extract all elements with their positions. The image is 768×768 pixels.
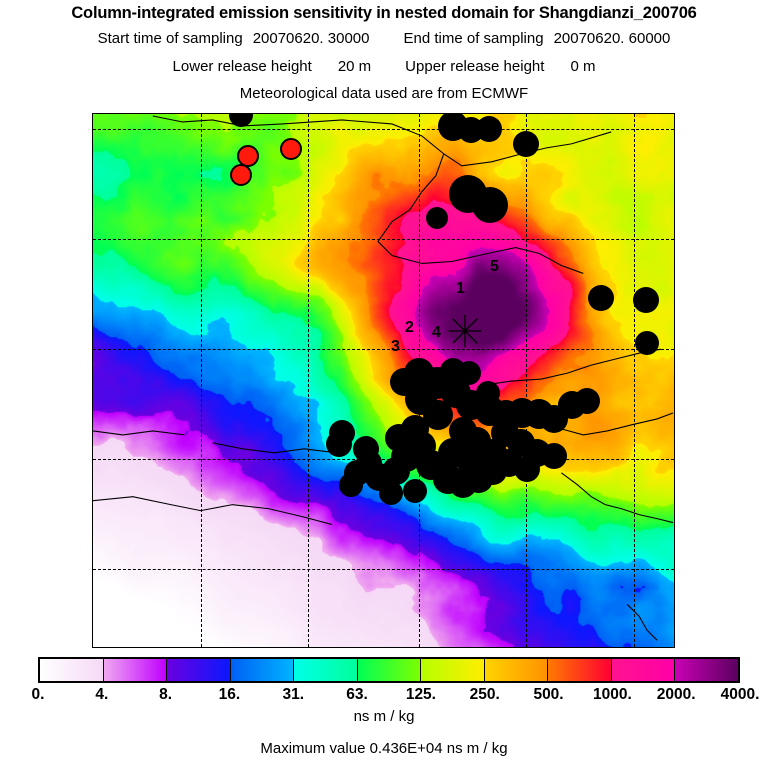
upper-release-label: Upper release height bbox=[405, 58, 545, 75]
maximum-value-label: Maximum value 0.436E+04 ns m / kg bbox=[260, 740, 508, 757]
colorbar-tick-2: 8. bbox=[159, 686, 173, 703]
end-time-label: End time of sampling bbox=[403, 30, 544, 47]
colorbar-tick-7: 250. bbox=[469, 686, 500, 703]
sampling-time-line: Start time of sampling 20070620. 30000 End… bbox=[0, 30, 768, 47]
lower-release-label: Lower release height bbox=[172, 58, 312, 75]
colorbar-segment-0 bbox=[40, 659, 103, 681]
colorbar-tick-10: 2000. bbox=[656, 686, 696, 703]
colorbar-segment-3 bbox=[229, 659, 294, 681]
colorbar-segment-9 bbox=[610, 659, 675, 681]
colorbar-tick-labels: 0. 4. 8. 16. 31. 63. 125. 250. 500. 1000. 2000. 400… bbox=[0, 686, 768, 706]
colorbar-segment-2 bbox=[166, 659, 230, 681]
start-time-value: 20070620. 30000 bbox=[252, 30, 370, 47]
colorbar-segment-10 bbox=[674, 659, 739, 681]
upper-release-value: 0 m bbox=[570, 58, 596, 75]
colorbar-segment-5 bbox=[356, 659, 421, 681]
colorbar-segment-7 bbox=[483, 659, 548, 681]
colorbar-unit-label: ns m / kg bbox=[353, 708, 415, 725]
page-title: Column-integrated emission sensitivity i… bbox=[71, 4, 697, 22]
colorbar-segment-4 bbox=[293, 659, 357, 681]
lower-release-value: 20 m bbox=[337, 58, 372, 75]
colorbar-segment-8 bbox=[547, 659, 611, 681]
colorbar-tick-8: 500. bbox=[533, 686, 564, 703]
colorbar[interactable] bbox=[38, 657, 740, 683]
colorbar-tick-3: 16. bbox=[218, 686, 241, 703]
colorbar-tick-5: 63. bbox=[346, 686, 368, 703]
sensitivity-field bbox=[93, 114, 674, 647]
colorbar-tick-11: 4000. bbox=[720, 686, 760, 703]
start-time-label: Start time of sampling bbox=[97, 30, 243, 47]
colorbar-tick-6: 125. bbox=[405, 686, 436, 703]
meteorology-source-line: Meteorological data used are from ECMWF bbox=[239, 85, 529, 102]
colorbar-tick-1: 4. bbox=[95, 686, 109, 703]
release-height-line: Lower release height 20 m Upper release he… bbox=[0, 58, 768, 75]
colorbar-segment-6 bbox=[420, 659, 484, 681]
colorbar-tick-4: 31. bbox=[282, 686, 305, 703]
colorbar-tick-9: 1000. bbox=[592, 686, 632, 703]
colorbar-tick-0: 0. bbox=[31, 686, 45, 703]
colorbar-segment-1 bbox=[102, 659, 167, 681]
end-time-value: 20070620. 60000 bbox=[553, 30, 671, 47]
